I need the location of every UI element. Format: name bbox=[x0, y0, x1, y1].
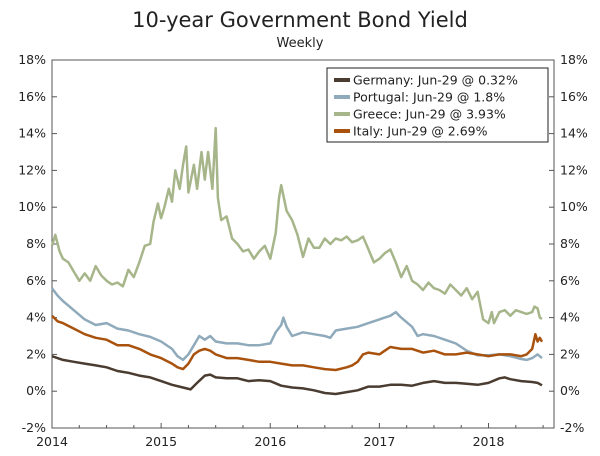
series-line-greece bbox=[50, 126, 543, 325]
y-tick-label-left: 4% bbox=[26, 310, 46, 325]
series-line-germany bbox=[51, 355, 543, 396]
x-tick-label: 2014 bbox=[36, 434, 68, 449]
legend-label-portugal: Portugal: Jun-29 @ 1.8% bbox=[353, 90, 505, 105]
y-tick-label-left: 12% bbox=[18, 162, 46, 177]
x-tick-label: 2015 bbox=[145, 434, 177, 449]
x-tick-label: 2018 bbox=[473, 434, 505, 449]
y-tick-label-left: 18% bbox=[18, 52, 46, 67]
series-line-italy bbox=[51, 314, 544, 372]
y-tick-label-left: -2% bbox=[22, 420, 46, 435]
chart-title: 10-year Government Bond Yield bbox=[132, 8, 468, 32]
y-tick-label-right: 16% bbox=[560, 89, 588, 104]
chart-subtitle: Weekly bbox=[276, 36, 324, 51]
x-tick-label: 2016 bbox=[254, 434, 286, 449]
y-tick-label-left: 14% bbox=[18, 126, 46, 141]
y-tick-label-right: 12% bbox=[560, 162, 588, 177]
y-tick-label-right: 6% bbox=[560, 273, 580, 288]
x-tick-label: 2017 bbox=[363, 434, 395, 449]
y-tick-label-left: 10% bbox=[18, 199, 46, 214]
y-tick-label-right: -2% bbox=[560, 420, 584, 435]
y-tick-label-left: 2% bbox=[26, 346, 46, 361]
y-tick-label-left: 8% bbox=[26, 236, 46, 251]
y-tick-label-right: 4% bbox=[560, 310, 580, 325]
series-line-portugal bbox=[51, 287, 543, 362]
y-tick-label-left: 6% bbox=[26, 273, 46, 288]
y-tick-label-right: 0% bbox=[560, 383, 580, 398]
legend-label-germany: Germany: Jun-29 @ 0.32% bbox=[353, 73, 518, 88]
y-tick-label-left: 16% bbox=[18, 89, 46, 104]
legend-label-italy: Italy: Jun-29 @ 2.69% bbox=[353, 124, 488, 139]
y-tick-label-left: 0% bbox=[26, 383, 46, 398]
y-tick-label-right: 8% bbox=[560, 236, 580, 251]
y-tick-label-right: 18% bbox=[560, 52, 588, 67]
y-tick-label-right: 2% bbox=[560, 346, 580, 361]
legend-box bbox=[326, 67, 549, 143]
y-tick-label-right: 14% bbox=[560, 126, 588, 141]
legend-label-greece: Greece: Jun-29 @ 3.93% bbox=[353, 107, 506, 122]
y-tick-label-right: 10% bbox=[560, 199, 588, 214]
